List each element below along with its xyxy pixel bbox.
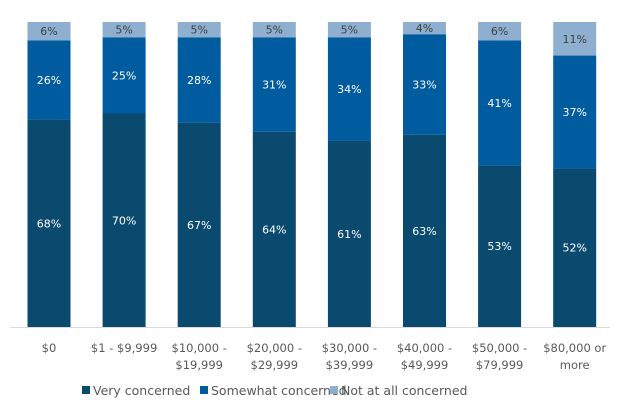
- data-label: 11%: [562, 33, 586, 46]
- x-tick-label: $10,000 -: [172, 341, 227, 355]
- x-tick-label: $30,000 -: [322, 341, 377, 355]
- data-label: 31%: [262, 79, 286, 92]
- bar-segment: [327, 22, 371, 38]
- bar-segment: [102, 113, 146, 327]
- bar-segment: [553, 168, 597, 327]
- x-tick-label: $1 - $9,999: [91, 341, 157, 355]
- bar-segment: [177, 22, 221, 38]
- legend-swatch: [82, 386, 90, 394]
- data-label: 68%: [37, 217, 61, 230]
- bar-segment: [177, 122, 221, 328]
- data-label: 28%: [187, 74, 211, 87]
- data-label: 64%: [262, 223, 286, 236]
- data-label: 67%: [187, 219, 211, 232]
- data-label: 6%: [40, 25, 57, 38]
- data-label: 5%: [190, 24, 207, 37]
- bar-segment: [252, 37, 296, 132]
- bar-segment: [102, 37, 146, 114]
- bar-segment: [27, 40, 71, 120]
- data-label: 5%: [266, 24, 283, 37]
- x-tick-label: $49,999: [401, 358, 449, 372]
- x-tick-label: $20,000 -: [247, 341, 302, 355]
- x-tick-label: $80,000 or: [543, 341, 606, 355]
- legend-swatch: [200, 386, 208, 394]
- legend-swatch: [330, 386, 338, 394]
- x-tick-label: $40,000 -: [397, 341, 452, 355]
- bar-segment: [553, 22, 597, 56]
- x-tick-label: $19,999: [175, 358, 223, 372]
- legend-label: Very concerned: [93, 383, 190, 398]
- x-tick-label: $29,999: [251, 358, 299, 372]
- data-label: 4%: [416, 22, 433, 35]
- bar-segment: [403, 22, 446, 35]
- bar-segment: [27, 119, 71, 327]
- data-label: 37%: [562, 106, 586, 119]
- data-label: 34%: [337, 83, 361, 96]
- data-label: 52%: [562, 242, 586, 255]
- data-label: 25%: [112, 69, 136, 82]
- bar-segment: [177, 37, 221, 123]
- data-label: 26%: [37, 74, 61, 87]
- bar-segment: [553, 55, 597, 169]
- data-label: 5%: [341, 24, 358, 37]
- bar-segment: [403, 34, 446, 135]
- data-label: 6%: [491, 25, 508, 38]
- data-label: 5%: [115, 24, 132, 37]
- x-tick-label: $79,999: [476, 358, 524, 372]
- legend-label: Not at all concerned: [341, 383, 467, 398]
- data-label: 70%: [112, 214, 136, 227]
- bar-segment: [102, 22, 146, 38]
- x-tick-label: $39,999: [326, 358, 374, 372]
- bar-segment: [327, 37, 371, 141]
- data-label: 63%: [412, 225, 436, 238]
- bar-segment: [403, 134, 446, 327]
- bar-segment: [478, 40, 522, 166]
- data-label: 41%: [487, 97, 511, 110]
- x-tick-label: more: [560, 358, 590, 372]
- legend-label: Somewhat concerned: [211, 383, 347, 398]
- bar-segment: [252, 131, 296, 327]
- bar-segment: [27, 22, 71, 41]
- bar-segment: [327, 140, 371, 327]
- data-label: 53%: [487, 240, 511, 253]
- bar-segment: [252, 22, 296, 38]
- bar-segment: [478, 22, 522, 41]
- bar-segment: [478, 165, 522, 327]
- x-tick-label: $0: [42, 341, 57, 355]
- data-label: 33%: [412, 79, 436, 92]
- x-tick-label: $50,000 -: [472, 341, 527, 355]
- data-label: 61%: [337, 228, 361, 241]
